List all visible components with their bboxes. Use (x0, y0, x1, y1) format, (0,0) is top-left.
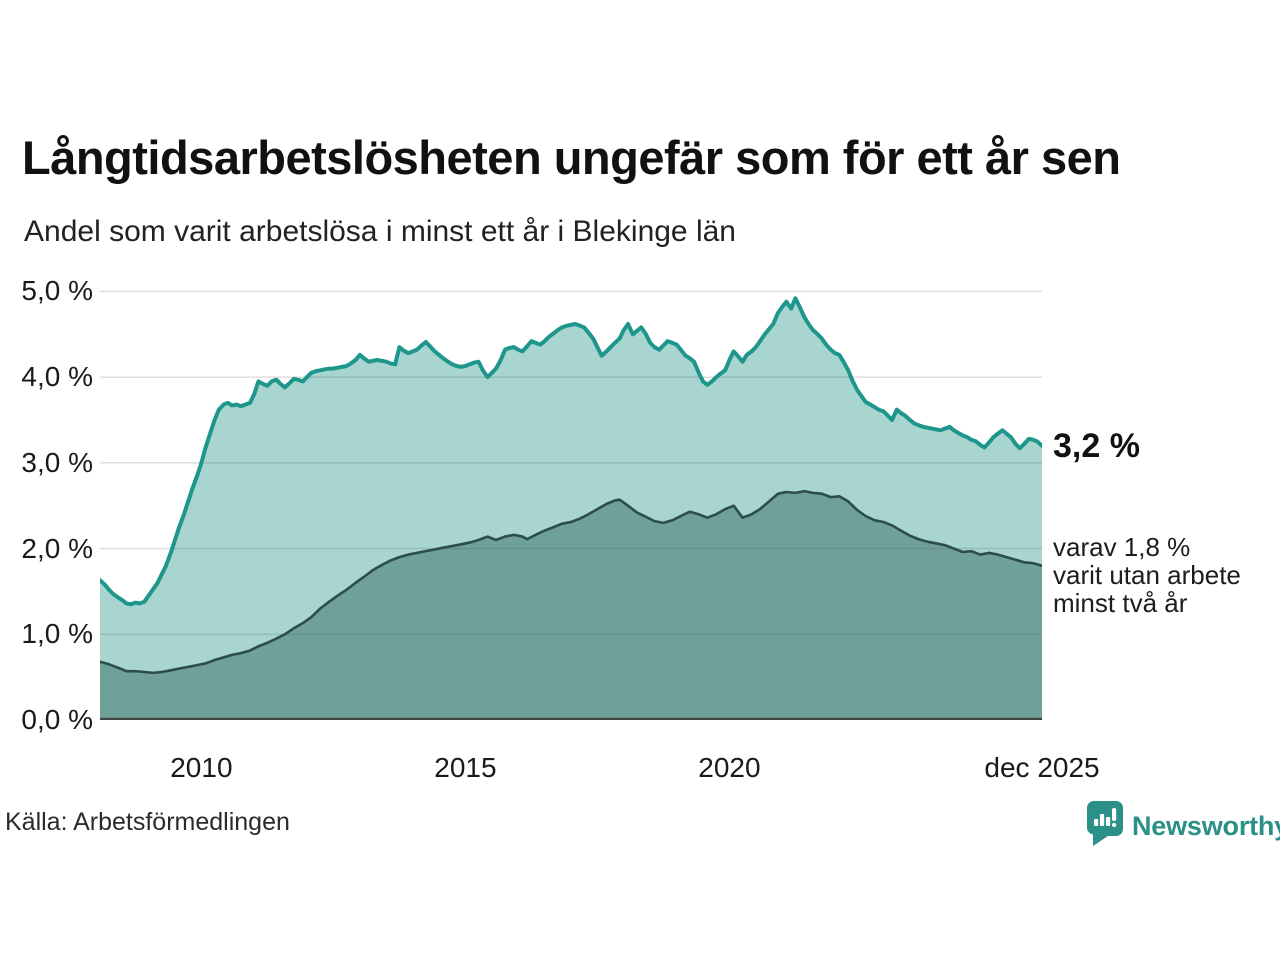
y-axis-tick-label: 3,0 % (21, 446, 93, 478)
x-axis-tick-label: 2010 (170, 752, 233, 783)
series2-area (100, 491, 1042, 720)
chart-subtitle: Andel som varit arbetslösa i minst ett å… (24, 215, 736, 248)
chart-title: Långtidsarbetslösheten ungefär som för e… (22, 131, 1121, 184)
x-axis-tick-label: 2015 (434, 752, 497, 783)
chart-svg (100, 290, 1042, 720)
brand-name: Newsworthy (1132, 811, 1280, 841)
secondary-annotation: varav 1,8 % varit utan arbete minst två … (1053, 533, 1241, 617)
y-axis-tick-label: 0,0 % (21, 704, 93, 735)
series2-line (100, 489, 1042, 675)
brand-logo: Newsworthy (1086, 800, 1280, 853)
plot-area (100, 270, 1042, 720)
latest-value-annotation: 3,2 % (1053, 427, 1140, 465)
secondary-annotation-line3: minst två år (1053, 588, 1188, 618)
y-axis-tick-label: 5,0 % (21, 275, 93, 307)
series1-line (100, 296, 1042, 607)
secondary-annotation-line2: varit utan arbete (1053, 560, 1241, 590)
y-axis-tick-label: 4,0 % (21, 361, 93, 393)
source-credit: Källa: Arbetsförmedlingen (5, 808, 290, 836)
x-axis-tick-label: dec 2025 (984, 752, 1100, 783)
y-axis-tick-label: 1,0 % (21, 618, 93, 650)
secondary-annotation-line1: varav 1,8 % (1053, 532, 1191, 562)
newsworthy-bubble-chart-icon (1086, 800, 1124, 853)
x-axis-tick-label: 2020 (698, 752, 761, 783)
y-axis-tick-label: 2,0 % (21, 532, 93, 564)
